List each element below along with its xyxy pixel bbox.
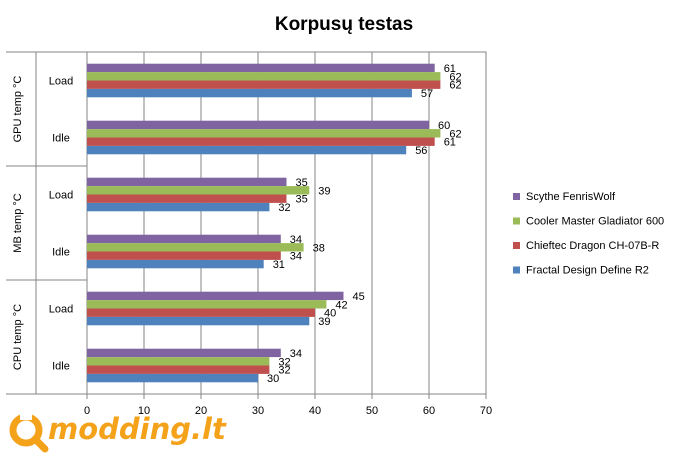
bar [87, 243, 304, 252]
bar [87, 177, 287, 187]
data-label: 32 [278, 356, 290, 368]
legend-swatch [513, 266, 520, 274]
data-label: 57 [421, 88, 433, 100]
logo-text: modding.lt [48, 412, 227, 446]
bar [87, 88, 412, 98]
wrench-icon [9, 410, 49, 453]
data-label: 45 [353, 291, 365, 303]
data-label: 61 [444, 137, 456, 149]
legend-swatch [513, 242, 520, 249]
bar [87, 194, 287, 203]
bar [87, 120, 429, 130]
bar [87, 259, 264, 269]
data-label: 61 [444, 63, 456, 75]
data-label: 39 [318, 316, 330, 328]
x-tick-label: 50 [366, 405, 378, 417]
legend: Scythe FenrisWolf Cooler Master Gladiator… [513, 191, 664, 277]
data-label: 35 [296, 177, 308, 189]
x-tick-label: 10 [138, 405, 150, 417]
category-label: Idle [52, 247, 70, 259]
category-label: Idle [52, 133, 70, 145]
data-label: 34 [290, 251, 302, 263]
bar [87, 137, 435, 146]
bar [87, 186, 310, 195]
bars-layer [87, 63, 441, 383]
category-label: Idle [52, 361, 70, 373]
data-label: 38 [313, 242, 325, 254]
data-label: 62 [449, 128, 461, 140]
legend-label: Chieftec Dragon CH-07B-R [526, 240, 659, 252]
group-label: MB temp °C [12, 193, 24, 252]
data-label: 56 [415, 145, 427, 157]
group-label: GPU temp °C [12, 76, 24, 143]
data-label: 31 [273, 259, 285, 271]
data-label: 34 [290, 348, 302, 360]
modding-logo: modding.lt [9, 410, 227, 453]
legend-swatch [513, 193, 520, 200]
legend-label: Cooler Master Gladiator 600 [526, 216, 664, 228]
category-label: Load [49, 304, 73, 316]
bar [87, 300, 327, 309]
bar [87, 308, 315, 317]
bar [87, 365, 270, 374]
bar [87, 373, 258, 383]
data-label: 62 [449, 80, 461, 92]
bar [87, 72, 441, 81]
x-tick-label: 20 [195, 405, 207, 417]
bar [87, 348, 281, 358]
bar [87, 291, 344, 301]
data-label: 40 [324, 308, 336, 320]
legend-label: Scythe FenrisWolf [526, 191, 616, 203]
x-tick-label: 60 [423, 405, 435, 417]
bar [87, 357, 270, 366]
bar [87, 129, 441, 138]
x-tick-label: 30 [252, 405, 264, 417]
axis-layer: 0 10 20 30 40 50 60 70 Load Idle GPU temp °C Load Id… [6, 51, 492, 417]
data-label: 32 [278, 202, 290, 214]
plot-area [86, 51, 487, 395]
group-label: CPU temp °C [12, 304, 24, 370]
data-labels-layer: 6162625760626156353935323438343145424039… [267, 63, 462, 385]
data-label: 39 [318, 185, 330, 197]
bar [87, 251, 281, 260]
x-tick-label: 40 [309, 405, 321, 417]
category-label: Load [49, 190, 73, 202]
bar [87, 80, 441, 89]
x-tick-label: 0 [84, 405, 90, 417]
data-label: 35 [296, 194, 308, 206]
bar [87, 202, 270, 212]
x-tick-label: 70 [480, 405, 492, 417]
bar [87, 316, 310, 326]
category-label: Load [49, 76, 73, 88]
data-label: 62 [449, 71, 461, 83]
data-label: 32 [278, 365, 290, 377]
plot-border [86, 51, 487, 395]
chart-title: Korpusų testas [275, 14, 413, 35]
legend-label: Fractal Design Define R2 [526, 265, 649, 277]
data-label: 30 [267, 373, 279, 385]
legend-swatch [513, 217, 520, 225]
bar [87, 234, 281, 244]
data-label: 34 [290, 234, 302, 246]
data-label: 60 [438, 120, 450, 132]
data-label: 42 [335, 299, 347, 311]
bar [87, 145, 407, 155]
bar [87, 63, 435, 73]
